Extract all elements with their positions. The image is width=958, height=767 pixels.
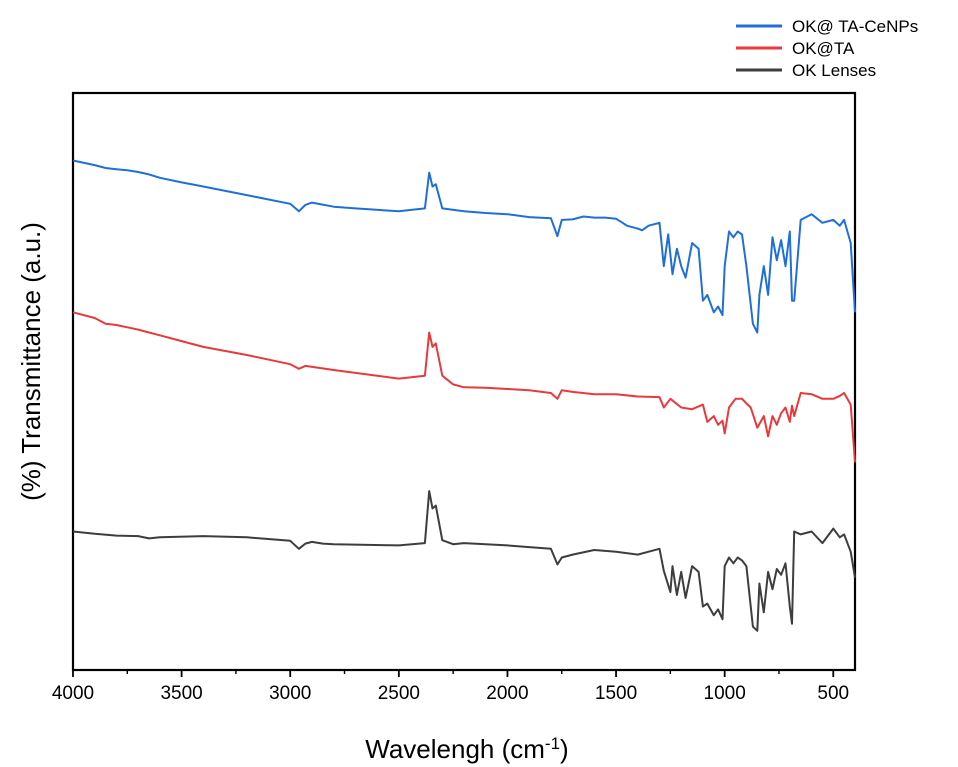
x-tick-label: 3500 <box>160 683 202 704</box>
x-tick-label: 1500 <box>595 683 637 704</box>
series-line-1 <box>72 159 856 334</box>
legend-label-2: OK@TA <box>792 39 855 58</box>
x-tick-label: 3000 <box>269 683 311 704</box>
x-axis-ticks: 4000 3500 3000 2500 2000 1500 1000 500 <box>52 670 849 704</box>
plot-frame <box>71 91 857 672</box>
x-axis-title-superscript: -1 <box>545 734 560 753</box>
x-tick-label: 1000 <box>704 683 746 704</box>
legend-label-3: OK Lenses <box>792 61 876 80</box>
legend: OK@ TA-CeNPs OK@TA OK Lenses <box>736 17 918 80</box>
x-axis-title-main: Wavelengh (cm <box>365 734 545 764</box>
legend-label-1: OK@ TA-CeNPs <box>792 17 918 36</box>
series-line-2 <box>72 311 856 463</box>
x-tick-label: 2000 <box>486 683 528 704</box>
x-axis-title: Wavelengh (cm-1) <box>365 734 568 765</box>
x-axis-title-end: ) <box>560 734 569 764</box>
series-line-3 <box>72 490 856 632</box>
x-tick-label: 4000 <box>52 683 94 704</box>
x-tick-label: 500 <box>817 683 849 704</box>
y-axis-title: (%) Transmittance (a.u.) <box>16 222 46 501</box>
plot-lines <box>72 159 856 632</box>
x-tick-label: 2500 <box>378 683 420 704</box>
